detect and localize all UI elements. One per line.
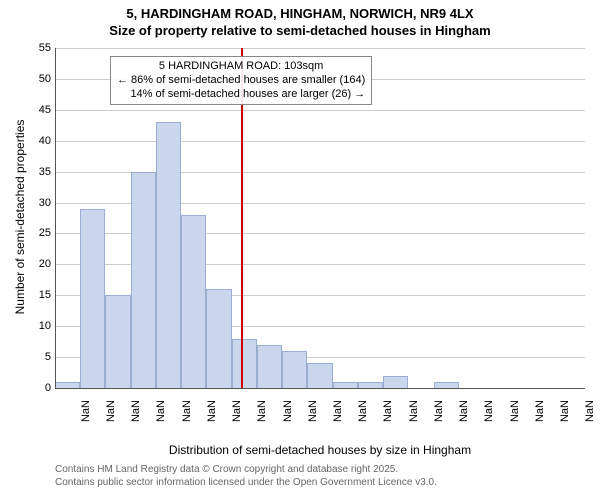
x-tick-label: NaN [559, 400, 571, 422]
x-tick-label: NaN [155, 400, 167, 422]
x-tick-label: NaN [282, 400, 294, 422]
histogram-bar [80, 209, 105, 388]
x-tick-label: NaN [382, 400, 394, 422]
x-axis-line [55, 388, 585, 389]
annotation-line3: 14% of semi-detached houses are larger (… [117, 88, 365, 102]
y-tick-label: 15 [25, 289, 51, 301]
x-tick-label: NaN [357, 400, 369, 422]
footer-line1: Contains HM Land Registry data © Crown c… [55, 463, 437, 476]
y-tick-label: 25 [25, 227, 51, 239]
footer: Contains HM Land Registry data © Crown c… [55, 463, 437, 489]
x-tick-label: NaN [181, 400, 193, 422]
y-tick-label: 0 [25, 382, 51, 394]
histogram-bar [257, 345, 282, 388]
y-tick-label: 50 [25, 73, 51, 85]
x-tick-label: NaN [408, 400, 420, 422]
chart-container: 5, HARDINGHAM ROAD, HINGHAM, NORWICH, NR… [0, 0, 600, 500]
histogram-bar [181, 215, 206, 388]
y-tick-label: 5 [25, 351, 51, 363]
y-axis-line [55, 48, 56, 388]
x-tick-label: NaN [206, 400, 218, 422]
footer-line2: Contains public sector information licen… [55, 476, 437, 489]
x-tick-label: NaN [130, 400, 142, 422]
x-tick-label: NaN [231, 400, 243, 422]
x-tick-label: NaN [509, 400, 521, 422]
y-tick-label: 40 [25, 135, 51, 147]
x-tick-label: NaN [534, 400, 546, 422]
annotation-box: 5 HARDINGHAM ROAD: 103sqm ← 86% of semi-… [110, 56, 372, 105]
x-tick-label: NaN [483, 400, 495, 422]
x-tick-label: NaN [433, 400, 445, 422]
gridline [55, 141, 585, 142]
annotation-line1: 5 HARDINGHAM ROAD: 103sqm [117, 60, 365, 74]
histogram-bar [307, 363, 332, 388]
y-tick-label: 10 [25, 320, 51, 332]
histogram-bar [383, 376, 408, 388]
x-tick-label: NaN [332, 400, 344, 422]
y-tick-label: 20 [25, 258, 51, 270]
histogram-bar [232, 339, 257, 388]
histogram-bar [131, 172, 156, 388]
histogram-bar [156, 122, 181, 388]
y-tick-label: 55 [25, 42, 51, 54]
gridline [55, 110, 585, 111]
annotation-line2: ← 86% of semi-detached houses are smalle… [117, 74, 365, 88]
histogram-bar [105, 295, 130, 388]
histogram-bar [282, 351, 307, 388]
title-line2: Size of property relative to semi-detach… [0, 23, 600, 40]
title-line1: 5, HARDINGHAM ROAD, HINGHAM, NORWICH, NR… [0, 6, 600, 23]
y-tick-label: 45 [25, 104, 51, 116]
histogram-bar [206, 289, 231, 388]
chart-title: 5, HARDINGHAM ROAD, HINGHAM, NORWICH, NR… [0, 0, 600, 40]
x-tick-label: NaN [256, 400, 268, 422]
x-tick-label: NaN [105, 400, 117, 422]
x-tick-label: NaN [307, 400, 319, 422]
x-tick-label: NaN [584, 400, 596, 422]
gridline [55, 48, 585, 49]
x-tick-label: NaN [80, 400, 92, 422]
y-tick-label: 35 [25, 166, 51, 178]
y-tick-label: 30 [25, 197, 51, 209]
x-tick-label: NaN [458, 400, 470, 422]
x-axis-label: Distribution of semi-detached houses by … [55, 443, 585, 457]
